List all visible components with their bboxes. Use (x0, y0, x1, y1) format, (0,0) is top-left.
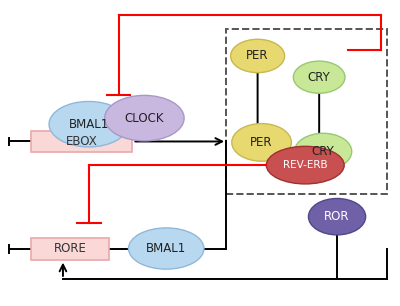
Text: PER: PER (246, 50, 269, 62)
Text: ROR: ROR (324, 210, 350, 223)
Ellipse shape (232, 124, 291, 161)
Ellipse shape (105, 95, 184, 141)
Ellipse shape (294, 133, 352, 170)
Ellipse shape (230, 39, 285, 73)
Text: CRY: CRY (308, 71, 330, 84)
Bar (31, 238, 109, 260)
Ellipse shape (128, 228, 204, 269)
Text: EBOX: EBOX (66, 135, 98, 148)
Text: REV-ERB: REV-ERB (283, 160, 328, 170)
Text: CLOCK: CLOCK (125, 112, 164, 125)
Ellipse shape (49, 102, 128, 147)
Text: BMAL1: BMAL1 (146, 242, 186, 255)
Text: CRY: CRY (312, 145, 334, 158)
Bar (226, 29, 387, 194)
Text: PER: PER (250, 136, 273, 149)
Bar (31, 131, 132, 152)
Ellipse shape (266, 146, 344, 184)
Ellipse shape (308, 199, 366, 235)
Text: BMAL1: BMAL1 (69, 118, 109, 131)
Text: RORE: RORE (54, 242, 86, 255)
Ellipse shape (293, 61, 345, 93)
